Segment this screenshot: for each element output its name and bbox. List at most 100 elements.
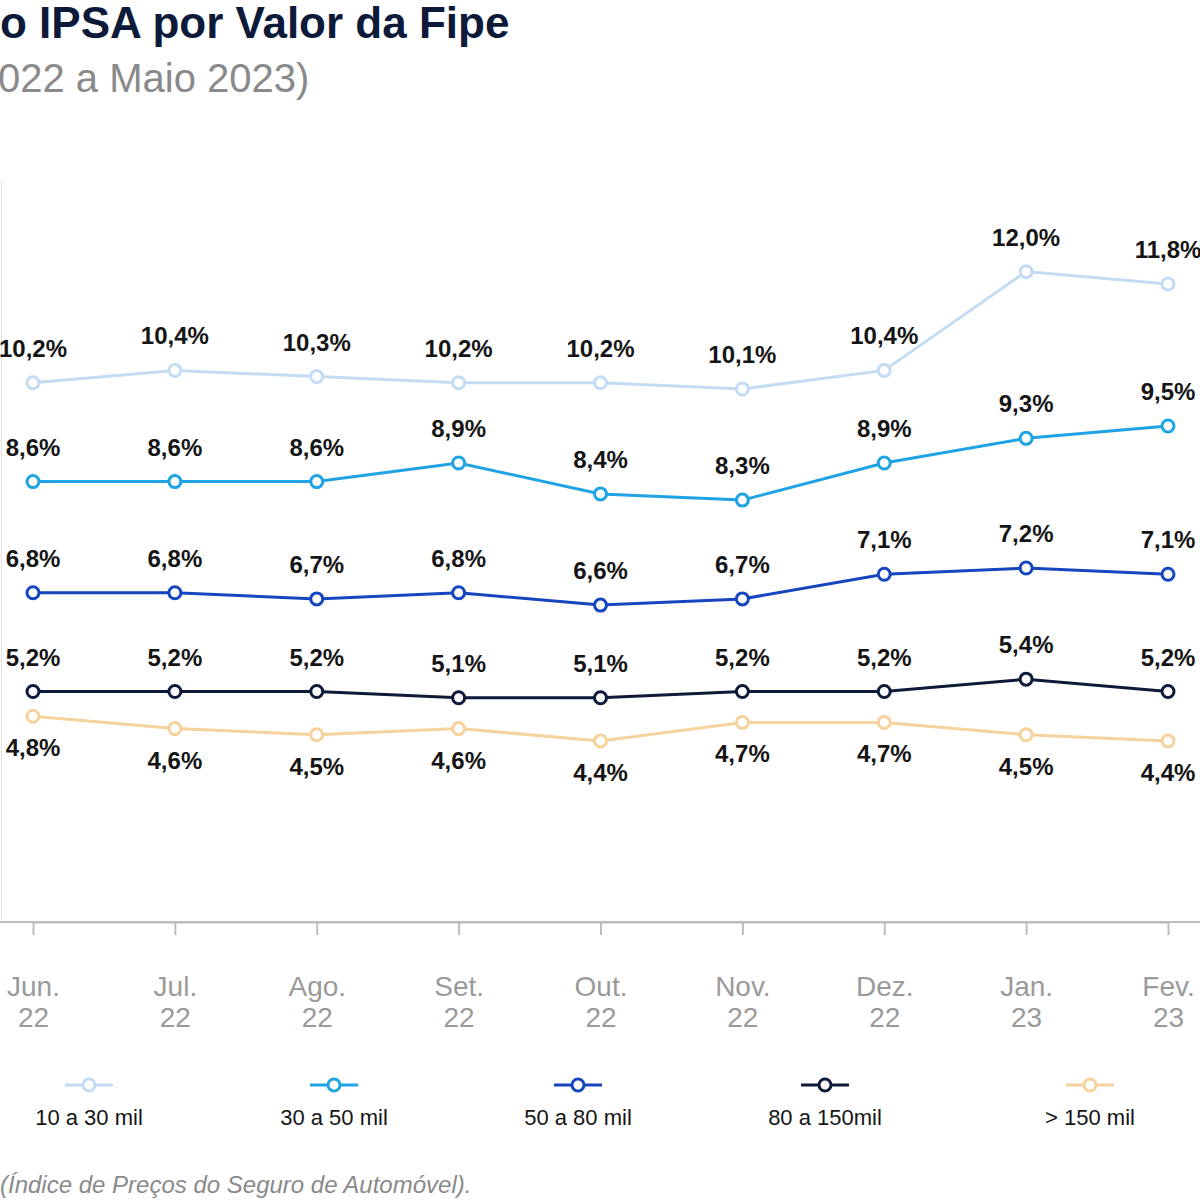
point xyxy=(878,364,890,376)
y-axis-line xyxy=(1,180,2,921)
x-tick-mark xyxy=(1168,922,1170,935)
x-tick-label-line: 22 xyxy=(727,1002,758,1033)
point xyxy=(27,587,39,599)
data-label: 4,5% xyxy=(289,753,344,780)
data-label: 10,2% xyxy=(566,335,634,362)
plot-area xyxy=(27,266,1174,747)
point xyxy=(311,371,323,383)
data-label: 8,6% xyxy=(289,434,344,461)
x-tick: Ago.22 xyxy=(288,922,346,1033)
data-label: 5,2% xyxy=(289,644,344,671)
legend-label: 30 a 50 mil xyxy=(280,1105,388,1130)
point xyxy=(453,377,465,389)
x-tick-label-line: Out. xyxy=(575,971,628,1002)
footnote: (Índice de Preços do Seguro de Automóvel… xyxy=(0,1171,471,1198)
data-label: 4,8% xyxy=(6,734,61,761)
point xyxy=(169,364,181,376)
data-label: 8,9% xyxy=(857,415,912,442)
data-label: 8,3% xyxy=(715,452,770,479)
point xyxy=(595,488,607,500)
data-label: 4,6% xyxy=(148,747,203,774)
x-tick: Out.22 xyxy=(575,922,628,1033)
data-label: 8,4% xyxy=(573,446,628,473)
point xyxy=(878,716,890,728)
x-tick-mark xyxy=(1026,922,1028,935)
x-tick-mark xyxy=(458,922,460,935)
data-label: 4,7% xyxy=(857,740,912,767)
legend-swatch-marker xyxy=(572,1079,584,1091)
point xyxy=(1162,686,1174,698)
point xyxy=(27,377,39,389)
x-tick: Jan.23 xyxy=(1000,922,1053,1033)
x-tick-label: Fev.23 xyxy=(1142,971,1194,1033)
x-tick-label: Jul.22 xyxy=(154,971,198,1033)
point xyxy=(878,686,890,698)
x-tick-label-line: 22 xyxy=(869,1002,900,1033)
legend: 10 a 30 mil 30 a 50 mil 50 a 80 mil 80 a 15… xyxy=(35,1079,1135,1130)
legend-label: 50 a 80 mil xyxy=(524,1105,632,1130)
x-tick-label-line: Jan. xyxy=(1000,971,1053,1002)
x-tick: Set.22 xyxy=(434,922,484,1033)
legend-item: 50 a 80 mil xyxy=(524,1079,632,1130)
x-tick-label-line: Nov. xyxy=(715,971,771,1002)
chart: o IPSA por Valor da Fipe 022 a Maio 2023)… xyxy=(0,0,1200,1200)
point xyxy=(27,686,39,698)
point xyxy=(595,377,607,389)
y-axis xyxy=(1,180,2,921)
point xyxy=(169,686,181,698)
point xyxy=(27,476,39,488)
data-labels: 10,2%10,4%10,3%10,2%10,2%10,1%10,4%12,0%… xyxy=(0,224,1200,786)
data-label: 6,8% xyxy=(148,545,203,572)
point xyxy=(595,692,607,704)
x-tick: Jul.22 xyxy=(154,922,198,1033)
point xyxy=(1020,266,1032,278)
data-label: 10,4% xyxy=(850,322,918,349)
data-label: 6,7% xyxy=(289,551,344,578)
data-label: 10,1% xyxy=(708,341,776,368)
legend-swatch-marker xyxy=(819,1079,831,1091)
data-label: 7,1% xyxy=(857,526,912,553)
legend-label: > 150 mil xyxy=(1045,1105,1135,1130)
data-label: 6,8% xyxy=(431,545,486,572)
point xyxy=(453,457,465,469)
point xyxy=(311,476,323,488)
x-tick-mark xyxy=(33,922,35,935)
x-tick-label-line: 22 xyxy=(302,1002,333,1033)
legend-label: 10 a 30 mil xyxy=(35,1105,143,1130)
point xyxy=(736,686,748,698)
data-label: 4,4% xyxy=(573,759,628,786)
point xyxy=(453,692,465,704)
data-label: 10,4% xyxy=(141,322,209,349)
point xyxy=(1020,729,1032,741)
data-label: 9,3% xyxy=(999,390,1054,417)
series-line xyxy=(33,426,1168,500)
x-tick-label-line: Jun. xyxy=(7,971,60,1002)
x-tick-label: Dez.22 xyxy=(856,971,914,1033)
legend-swatch-marker xyxy=(1084,1079,1096,1091)
data-label: 11,8% xyxy=(1135,236,1200,263)
legend-label: 80 a 150mil xyxy=(768,1105,882,1130)
data-label: 4,6% xyxy=(431,747,486,774)
point xyxy=(169,587,181,599)
point xyxy=(1020,673,1032,685)
x-tick-label: Ago.22 xyxy=(288,971,346,1033)
data-label: 5,1% xyxy=(431,650,486,677)
title: o IPSA por Valor da Fipe xyxy=(0,0,509,47)
data-label: 5,2% xyxy=(6,644,61,671)
data-label: 5,2% xyxy=(148,644,203,671)
x-tick-label-line: 22 xyxy=(585,1002,616,1033)
legend-item: 30 a 50 mil xyxy=(280,1079,388,1130)
subtitle: 022 a Maio 2023) xyxy=(0,56,309,100)
x-tick-mark xyxy=(884,922,886,935)
data-label: 4,4% xyxy=(1141,759,1196,786)
x-tick: Nov.22 xyxy=(715,922,771,1033)
x-tick-label-line: 22 xyxy=(444,1002,475,1033)
legend-item: 10 a 30 mil xyxy=(35,1079,143,1130)
x-tick-mark xyxy=(742,922,744,935)
x-tick-label-line: 23 xyxy=(1011,1002,1042,1033)
point xyxy=(453,587,465,599)
x-tick-label-line: Set. xyxy=(434,971,484,1002)
data-label: 8,9% xyxy=(431,415,486,442)
x-tick-label: Out.22 xyxy=(575,971,628,1033)
series-line xyxy=(33,272,1168,389)
